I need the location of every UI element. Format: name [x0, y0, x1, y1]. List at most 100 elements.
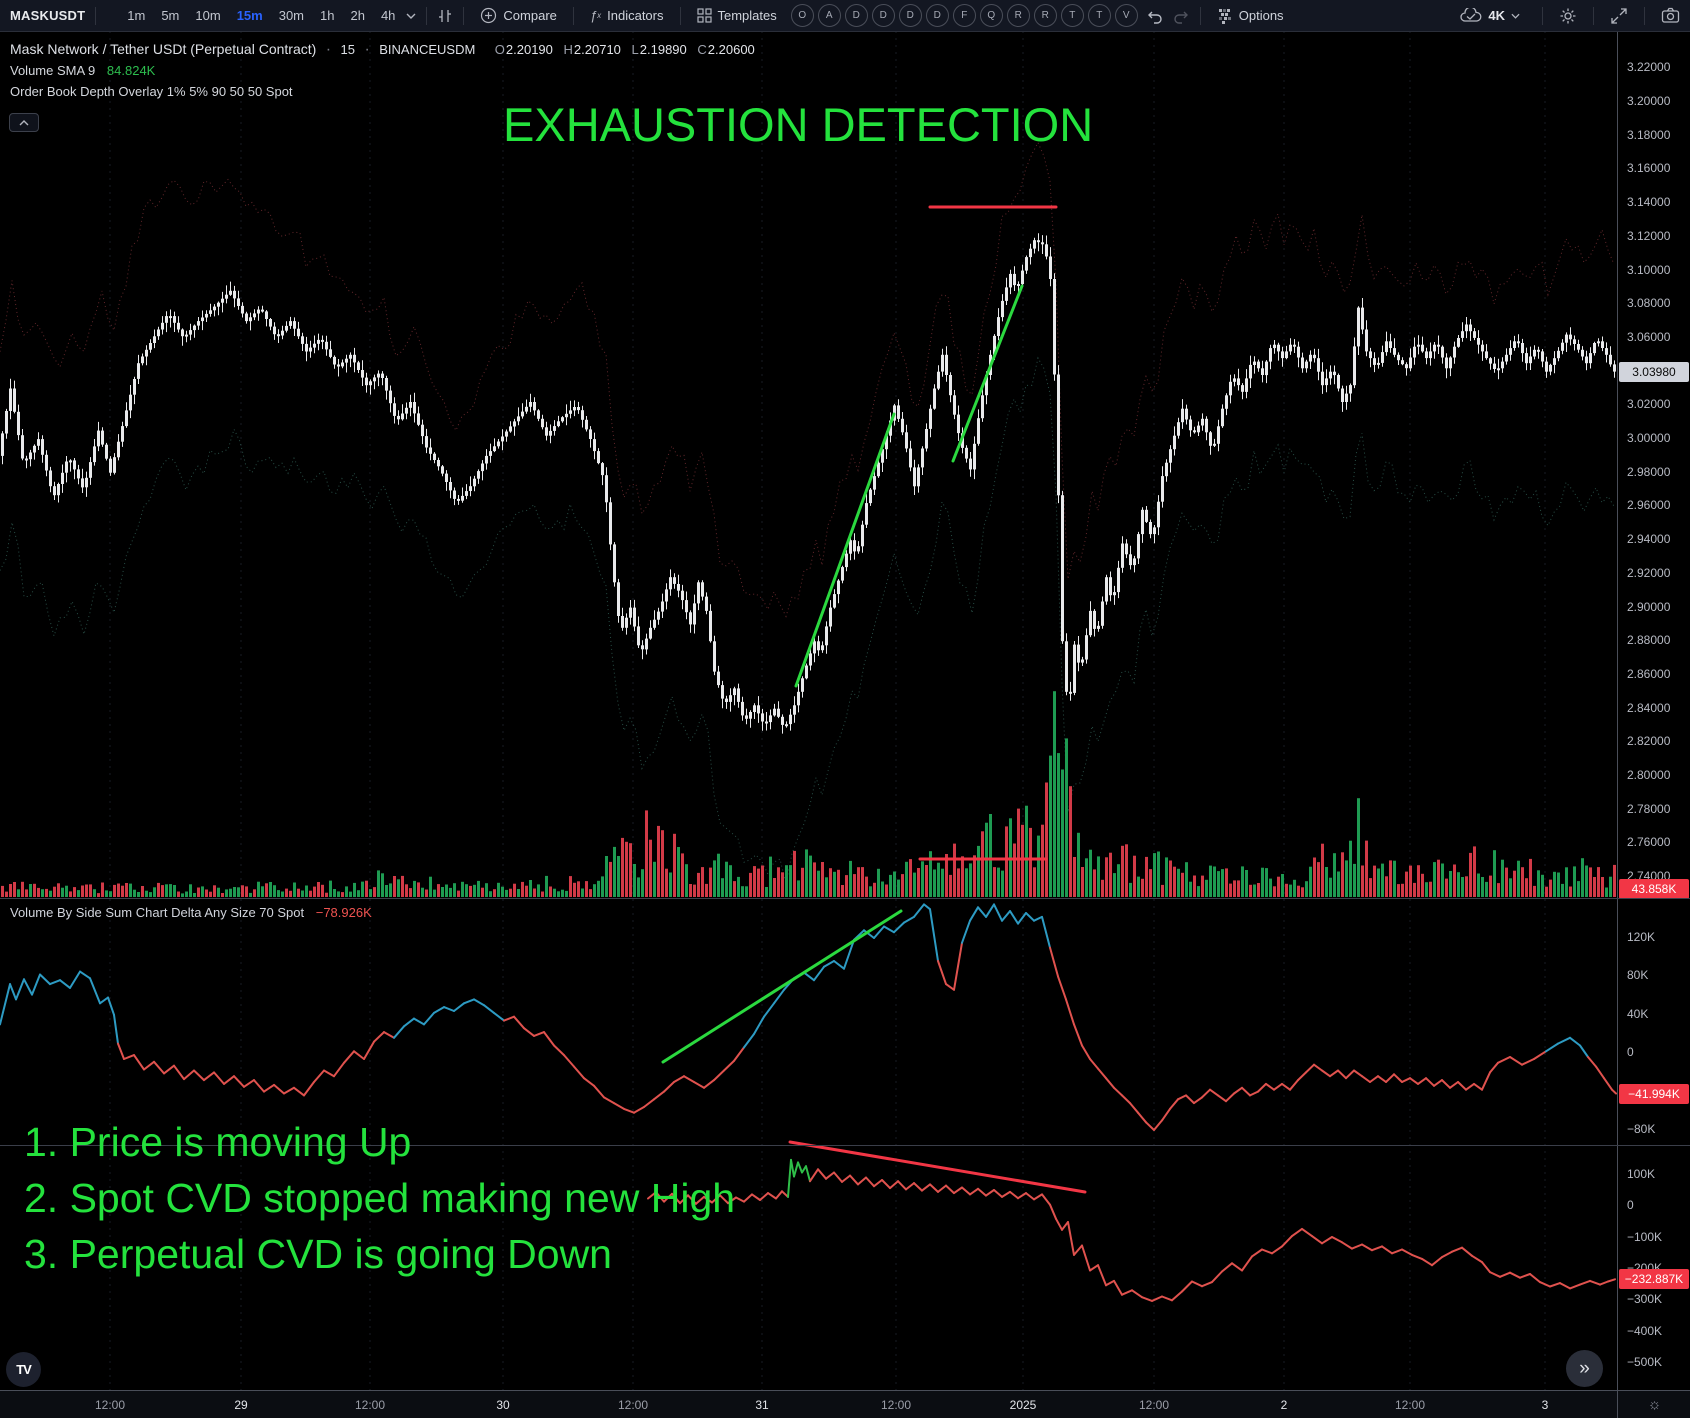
spot-cvd-legend-row[interactable]: Volume By Side Sum Chart Delta Any Size …	[10, 905, 372, 920]
toolbar-divider	[1199, 6, 1201, 25]
toolbar-left: MASKUSDT 1m 5m 10m 15m 30m 1h 2h 4h	[0, 4, 1454, 27]
quick-button-d-3[interactable]: D	[871, 4, 895, 27]
time-axis-label: 2025	[1009, 1398, 1037, 1412]
plus-circle-icon	[480, 7, 497, 24]
redo-icon[interactable]	[1172, 8, 1190, 24]
price-badge: −41.994K	[1619, 1083, 1689, 1104]
volume-legend-row[interactable]: Volume SMA 9 84.824K	[10, 60, 755, 81]
brightness-icon[interactable]: ☼	[1647, 1395, 1662, 1413]
quality-label: 4K	[1488, 8, 1505, 23]
timeframe-chevron-down-icon[interactable]	[406, 13, 416, 19]
timeframe-10m[interactable]: 10m	[188, 5, 227, 26]
top-toolbar: MASKUSDT 1m 5m 10m 15m 30m 1h 2h 4h	[0, 0, 1690, 32]
timeframe-1m[interactable]: 1m	[120, 5, 152, 26]
timeframe-30m[interactable]: 30m	[272, 5, 311, 26]
volume-indicator-value: 84.824K	[106, 63, 156, 78]
pane-separator[interactable]	[0, 1145, 1690, 1146]
price-axis-label: −80K	[1627, 1122, 1656, 1136]
timeframe-5m[interactable]: 5m	[154, 5, 186, 26]
price-axis-label: 2.96000	[1627, 498, 1671, 513]
toolbar-divider	[679, 6, 681, 25]
low-label: L	[631, 42, 639, 57]
pane-separator[interactable]	[0, 898, 1690, 899]
toolbar-divider	[463, 6, 465, 25]
bar-style-icon[interactable]	[437, 8, 453, 24]
price-axis-label: 3.22000	[1627, 60, 1671, 75]
trend-drawings	[661, 205, 1087, 1194]
volume-bars	[1, 691, 1616, 897]
price-axis-label: 2.88000	[1627, 633, 1671, 648]
legend-separator-dot: ·	[364, 41, 370, 58]
timeframe-15m[interactable]: 15m	[230, 5, 270, 26]
close-value: 2.20600	[707, 42, 755, 57]
cloud-save-button[interactable]: 4K	[1454, 5, 1526, 27]
note-price-moving-up[interactable]: 1. Price is moving Up	[24, 1119, 412, 1165]
timeframe-group: 1m 5m 10m 15m 30m 1h 2h 4h	[120, 5, 402, 26]
quick-button-a-1[interactable]: A	[817, 4, 841, 27]
quick-button-t-11[interactable]: T	[1087, 4, 1111, 27]
axis-settings-corner[interactable]: ☼	[1617, 1390, 1690, 1418]
exhaustion-title-annotation[interactable]: EXHAUSTION DETECTION	[503, 98, 1094, 151]
options-button[interactable]: Options	[1211, 5, 1290, 27]
note-spot-cvd-stopped[interactable]: 2. Spot CVD stopped making new High	[24, 1175, 736, 1221]
templates-button[interactable]: Templates	[691, 5, 783, 26]
camera-icon[interactable]	[1661, 7, 1680, 24]
quick-button-d-2[interactable]: D	[844, 4, 868, 27]
quick-button-d-4[interactable]: D	[898, 4, 922, 27]
quick-button-r-8[interactable]: R	[1006, 4, 1030, 27]
gear-icon[interactable]	[1559, 7, 1577, 25]
orderbook-legend-row[interactable]: Order Book Depth Overlay 1% 5% 90 50 50 …	[10, 81, 755, 102]
open-value: 2.20190	[505, 42, 553, 57]
price-axis-label: 2.94000	[1627, 532, 1671, 547]
quick-button-q-7[interactable]: Q	[979, 4, 1003, 27]
price-axis-label: 3.16000	[1627, 161, 1671, 176]
price-axis-label: 2.84000	[1627, 700, 1671, 715]
time-axis[interactable]: 12:00 29 12:00 30 12:00 31 12:00 2025 12:00 2 12:0…	[0, 1390, 1690, 1418]
timeframe-4h[interactable]: 4h	[374, 5, 402, 26]
time-axis-label: 12:00	[617, 1398, 649, 1412]
quick-button-v-12[interactable]: V	[1114, 4, 1138, 27]
time-axis-label: 3	[1541, 1398, 1549, 1412]
price-scale[interactable]: 3.22000 3.20000 3.18000 3.16000 3.14000 3.120…	[1617, 31, 1690, 1390]
candlestick-series	[1, 233, 1616, 734]
scroll-to-latest-button[interactable]: »	[1566, 1350, 1603, 1387]
price-axis-label: 2.92000	[1627, 565, 1671, 580]
toolbar-divider	[1644, 6, 1645, 25]
high-label: H	[563, 42, 573, 57]
price-badge: −232.887K	[1619, 1269, 1689, 1290]
quick-button-o-0[interactable]: O	[790, 4, 814, 27]
indicators-label: Indicators	[607, 8, 664, 23]
price-axis-label: 3.02000	[1627, 397, 1671, 412]
open-label: O	[494, 42, 505, 57]
timeframe-1h[interactable]: 1h	[313, 5, 341, 26]
quick-button-d-5[interactable]: D	[925, 4, 949, 27]
compare-label: Compare	[503, 8, 557, 23]
toolbar-divider	[572, 6, 574, 25]
grid-icon	[696, 8, 712, 23]
chart-canvas[interactable]	[0, 31, 1617, 1390]
perp-cvd-line	[647, 1158, 1616, 1302]
quick-button-r-9[interactable]: R	[1033, 4, 1057, 27]
undo-icon[interactable]	[1146, 8, 1164, 24]
symbol-legend-row[interactable]: Mask Network / Tether USDt (Perpetual Co…	[10, 39, 755, 60]
chart-interval: 15	[340, 42, 355, 57]
quick-button-t-10[interactable]: T	[1060, 4, 1084, 27]
compare-button[interactable]: Compare	[474, 4, 562, 27]
note-perp-cvd-down[interactable]: 3. Perpetual CVD is going Down	[24, 1231, 612, 1277]
time-axis-label: 12:00	[880, 1398, 912, 1412]
templates-label: Templates	[717, 8, 777, 23]
chart-title: Mask Network / Tether USDt (Perpetual Co…	[10, 41, 317, 57]
symbol-button[interactable]: MASKUSDT	[10, 8, 86, 23]
time-axis-label: 12:00	[1394, 1398, 1426, 1412]
tradingview-logo[interactable]: TV	[6, 1352, 41, 1387]
legend-collapse-button[interactable]	[9, 113, 39, 132]
price-axis-label: 2.86000	[1627, 666, 1671, 681]
quick-button-f-6[interactable]: F	[952, 4, 976, 27]
timeframe-2h[interactable]: 2h	[343, 5, 371, 26]
fullscreen-icon[interactable]	[1610, 7, 1628, 25]
price-axis-label: 80K	[1627, 968, 1649, 983]
